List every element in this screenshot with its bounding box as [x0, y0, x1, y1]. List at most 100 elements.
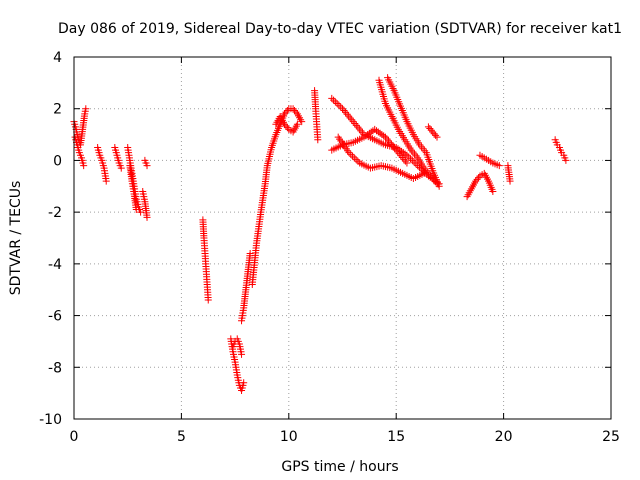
data-point: [472, 177, 480, 185]
data-point: [281, 120, 289, 128]
data-point: [283, 106, 291, 114]
data-point: [495, 162, 503, 170]
data-point: [349, 152, 357, 160]
data-point: [238, 350, 246, 358]
data-point: [246, 250, 254, 258]
data-point: [430, 130, 438, 138]
data-point: [354, 123, 362, 131]
y-tick-label: -2: [48, 205, 62, 221]
data-point: [339, 105, 346, 113]
y-tick-label: -4: [48, 257, 62, 273]
data-point: [410, 158, 418, 166]
x-tick-label: 0: [70, 429, 79, 445]
data-point: [475, 174, 483, 182]
data-point: [137, 208, 145, 216]
data-point: [401, 150, 409, 158]
data-point: [374, 128, 382, 136]
y-axis-label: SDTVAR / TECUs: [8, 181, 24, 296]
data-point: [350, 154, 358, 162]
plot-frame: [73, 56, 612, 420]
y-tick-label: -6: [48, 309, 62, 325]
data-point: [337, 103, 345, 111]
data-point: [352, 156, 360, 164]
data-point: [346, 114, 354, 122]
axis-ticks: [73, 56, 612, 420]
data-point: [367, 128, 375, 136]
data-point: [378, 131, 386, 139]
data-point: [383, 135, 391, 143]
data-point: [282, 108, 290, 116]
data-point: [360, 133, 368, 141]
data-point: [281, 110, 289, 118]
data-point: [435, 182, 443, 190]
data-point: [427, 126, 435, 134]
x-tick-label: 20: [495, 429, 513, 445]
data-point: [292, 108, 300, 116]
data-point: [132, 206, 140, 214]
data-point: [335, 101, 343, 109]
x-tick-label: 15: [387, 429, 405, 445]
x-tick-label: 25: [602, 429, 620, 445]
data-point: [283, 124, 291, 132]
data-point: [348, 116, 356, 124]
data-point: [489, 187, 497, 195]
data-point: [424, 123, 432, 131]
data-point: [333, 100, 341, 108]
data-point: [473, 175, 481, 183]
data-point: [204, 296, 212, 304]
data-point: [298, 118, 306, 126]
data-point: [314, 136, 322, 144]
data-point: [349, 118, 357, 126]
data-point: [80, 162, 88, 170]
data-point: [410, 150, 418, 158]
data-point: [371, 125, 379, 133]
data-point: [293, 120, 301, 128]
data-point: [117, 164, 125, 172]
y-tick-label: 2: [53, 102, 62, 118]
data-points: [70, 74, 570, 395]
data-point: [365, 129, 373, 137]
data-point: [414, 162, 422, 170]
data-point: [354, 157, 362, 165]
data-point: [102, 177, 110, 185]
x-axis-label: GPS time / hours: [281, 459, 398, 475]
data-point: [506, 177, 514, 185]
data-point: [562, 156, 570, 164]
data-point: [340, 107, 348, 115]
data-point: [345, 112, 353, 120]
data-point: [433, 133, 441, 141]
y-tick-label: 0: [53, 153, 62, 169]
data-point: [407, 155, 415, 163]
data-point: [345, 149, 353, 157]
data-point: [362, 132, 370, 140]
data-point: [376, 129, 384, 137]
data-point: [385, 137, 393, 145]
data-point: [373, 127, 381, 135]
chart-title: Day 086 of 2019, Sidereal Day-to-day VTE…: [58, 21, 622, 37]
y-tick-labels: -10 -8 -6 -4 -2 0 2 4: [39, 50, 62, 428]
data-point: [380, 132, 388, 140]
data-point: [355, 125, 363, 133]
data-point: [282, 122, 290, 130]
data-point: [432, 131, 440, 139]
data-point: [342, 108, 350, 116]
x-tick-label: 10: [280, 429, 298, 445]
data-point: [429, 128, 437, 136]
data-point: [328, 94, 336, 102]
data-point: [82, 105, 90, 113]
data-point: [143, 213, 151, 221]
y-tick-label: -8: [48, 360, 62, 376]
data-point: [419, 145, 427, 153]
data-point: [408, 156, 416, 164]
data-point: [291, 106, 299, 114]
data-point: [357, 127, 365, 135]
data-point: [352, 121, 360, 129]
data-point: [330, 96, 338, 104]
y-tick-label: 4: [53, 50, 62, 66]
data-point: [143, 162, 151, 170]
data-point: [343, 110, 351, 118]
data-point: [347, 150, 355, 158]
data-point: [351, 119, 359, 127]
y-tick-label: -10: [39, 412, 62, 428]
